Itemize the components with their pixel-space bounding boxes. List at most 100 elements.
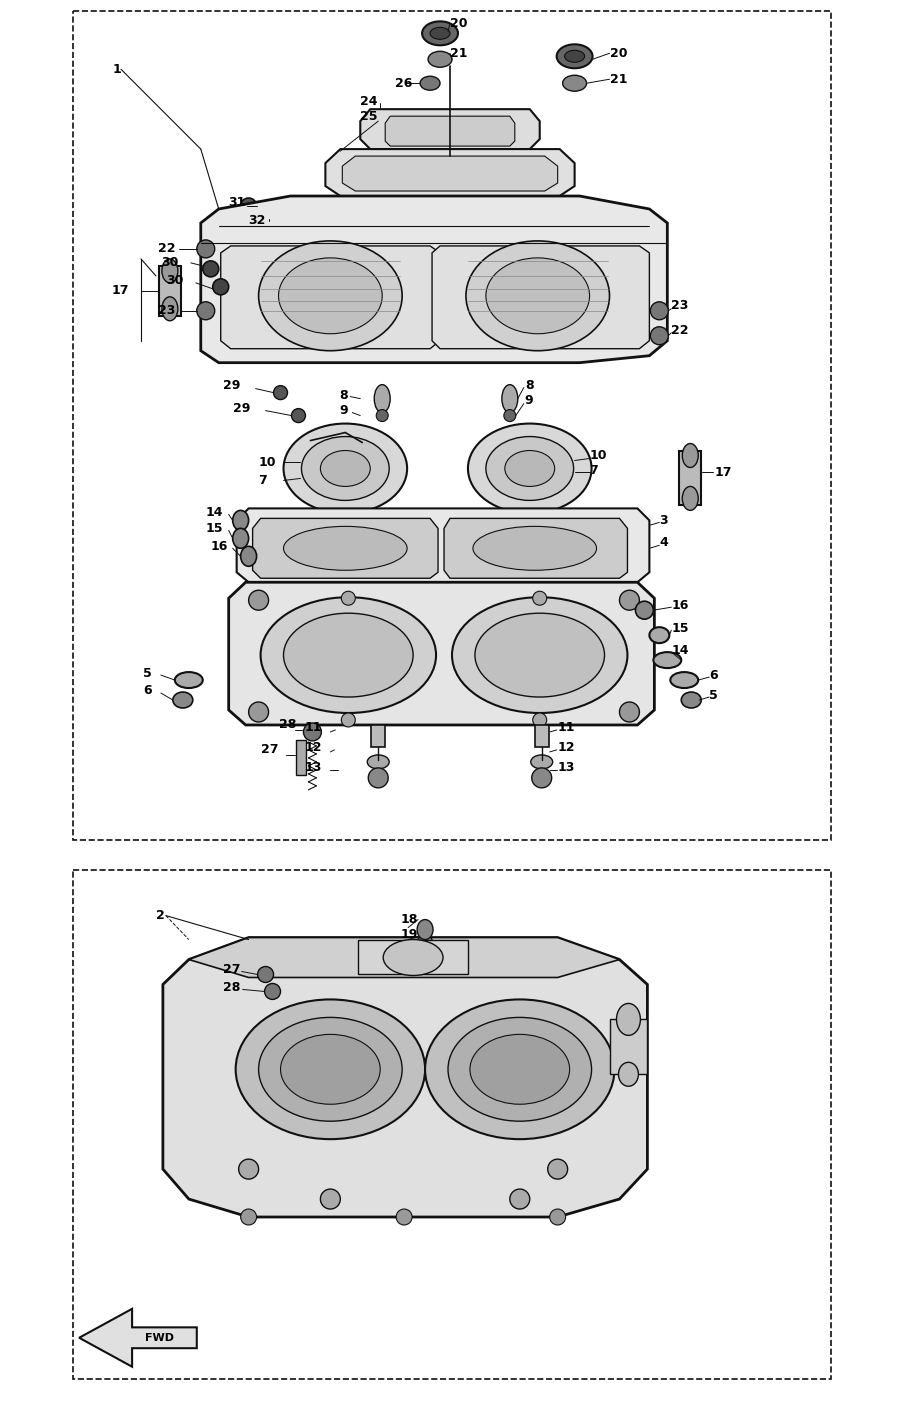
Ellipse shape [162, 259, 178, 283]
Ellipse shape [212, 279, 229, 295]
Ellipse shape [475, 613, 605, 697]
Ellipse shape [240, 546, 256, 566]
Ellipse shape [173, 692, 193, 709]
Text: 21: 21 [609, 73, 627, 85]
Ellipse shape [274, 386, 287, 400]
Ellipse shape [261, 598, 436, 713]
Text: 4: 4 [660, 536, 668, 549]
Ellipse shape [248, 591, 268, 610]
Text: 27: 27 [223, 963, 240, 976]
Ellipse shape [261, 211, 276, 226]
Ellipse shape [653, 652, 681, 667]
Ellipse shape [616, 1003, 641, 1036]
Ellipse shape [468, 424, 591, 514]
Text: 6: 6 [709, 669, 718, 682]
Text: 15: 15 [671, 622, 688, 635]
Ellipse shape [265, 983, 281, 999]
Ellipse shape [682, 444, 698, 468]
Ellipse shape [197, 302, 215, 320]
Text: 12: 12 [558, 741, 575, 754]
Text: 31: 31 [229, 196, 246, 209]
Text: 26: 26 [395, 77, 412, 90]
Ellipse shape [284, 424, 407, 514]
Ellipse shape [417, 935, 433, 955]
Text: 22: 22 [671, 324, 688, 337]
Text: 1: 1 [113, 63, 122, 75]
Text: 7: 7 [258, 474, 267, 487]
Ellipse shape [240, 1210, 256, 1225]
Ellipse shape [557, 44, 592, 68]
Ellipse shape [635, 601, 653, 619]
Text: 21: 21 [450, 47, 467, 60]
Text: 20: 20 [609, 47, 627, 60]
Polygon shape [342, 157, 558, 191]
Ellipse shape [532, 768, 552, 788]
Ellipse shape [278, 258, 382, 334]
Text: 24: 24 [360, 95, 378, 108]
Ellipse shape [320, 451, 370, 487]
Text: 30: 30 [161, 256, 178, 269]
Text: 20: 20 [450, 17, 467, 30]
Ellipse shape [396, 1210, 412, 1225]
Ellipse shape [486, 258, 590, 334]
Polygon shape [253, 518, 438, 578]
Bar [371, 724, 385, 747]
Ellipse shape [486, 437, 573, 501]
Polygon shape [237, 508, 650, 582]
Text: 6: 6 [143, 683, 151, 696]
Ellipse shape [470, 1035, 570, 1104]
Ellipse shape [202, 260, 219, 277]
Ellipse shape [562, 75, 587, 91]
Ellipse shape [281, 1035, 380, 1104]
Ellipse shape [548, 1160, 568, 1180]
Ellipse shape [619, 702, 639, 721]
Text: 8: 8 [339, 388, 348, 403]
Ellipse shape [681, 692, 701, 709]
Text: 8: 8 [525, 379, 534, 393]
Ellipse shape [383, 939, 443, 976]
Text: 23: 23 [158, 305, 176, 317]
Ellipse shape [430, 27, 450, 40]
Polygon shape [220, 246, 440, 349]
Text: 9: 9 [339, 404, 348, 417]
Text: 2: 2 [156, 909, 165, 922]
Ellipse shape [303, 723, 321, 741]
Ellipse shape [509, 1190, 530, 1210]
Text: 18: 18 [400, 914, 418, 926]
Ellipse shape [425, 999, 615, 1140]
Text: 11: 11 [558, 721, 575, 734]
Ellipse shape [162, 297, 178, 320]
Ellipse shape [504, 410, 516, 421]
Text: 14: 14 [671, 643, 688, 656]
Ellipse shape [670, 672, 698, 689]
Ellipse shape [650, 628, 670, 643]
Ellipse shape [533, 591, 546, 605]
Text: 29: 29 [222, 379, 240, 393]
Ellipse shape [197, 240, 215, 258]
Ellipse shape [238, 1160, 258, 1180]
Ellipse shape [550, 1210, 565, 1225]
Text: 15: 15 [206, 522, 223, 535]
Ellipse shape [240, 198, 256, 213]
Text: 22: 22 [158, 242, 176, 255]
Text: 28: 28 [223, 980, 240, 993]
Polygon shape [79, 1309, 197, 1366]
Polygon shape [444, 518, 627, 578]
Ellipse shape [367, 756, 389, 768]
Polygon shape [229, 582, 654, 724]
Text: 29: 29 [233, 403, 250, 416]
Ellipse shape [284, 527, 407, 571]
Ellipse shape [236, 999, 425, 1140]
Ellipse shape [258, 1017, 402, 1121]
Ellipse shape [502, 384, 518, 413]
Ellipse shape [175, 672, 202, 689]
Ellipse shape [302, 437, 389, 501]
Bar [73, 869, 831, 1379]
Text: 25: 25 [360, 110, 378, 122]
Bar [680, 451, 701, 505]
Text: 17: 17 [112, 285, 129, 297]
Text: 5: 5 [709, 689, 718, 702]
Ellipse shape [258, 240, 402, 350]
Ellipse shape [428, 51, 452, 67]
Ellipse shape [284, 613, 413, 697]
